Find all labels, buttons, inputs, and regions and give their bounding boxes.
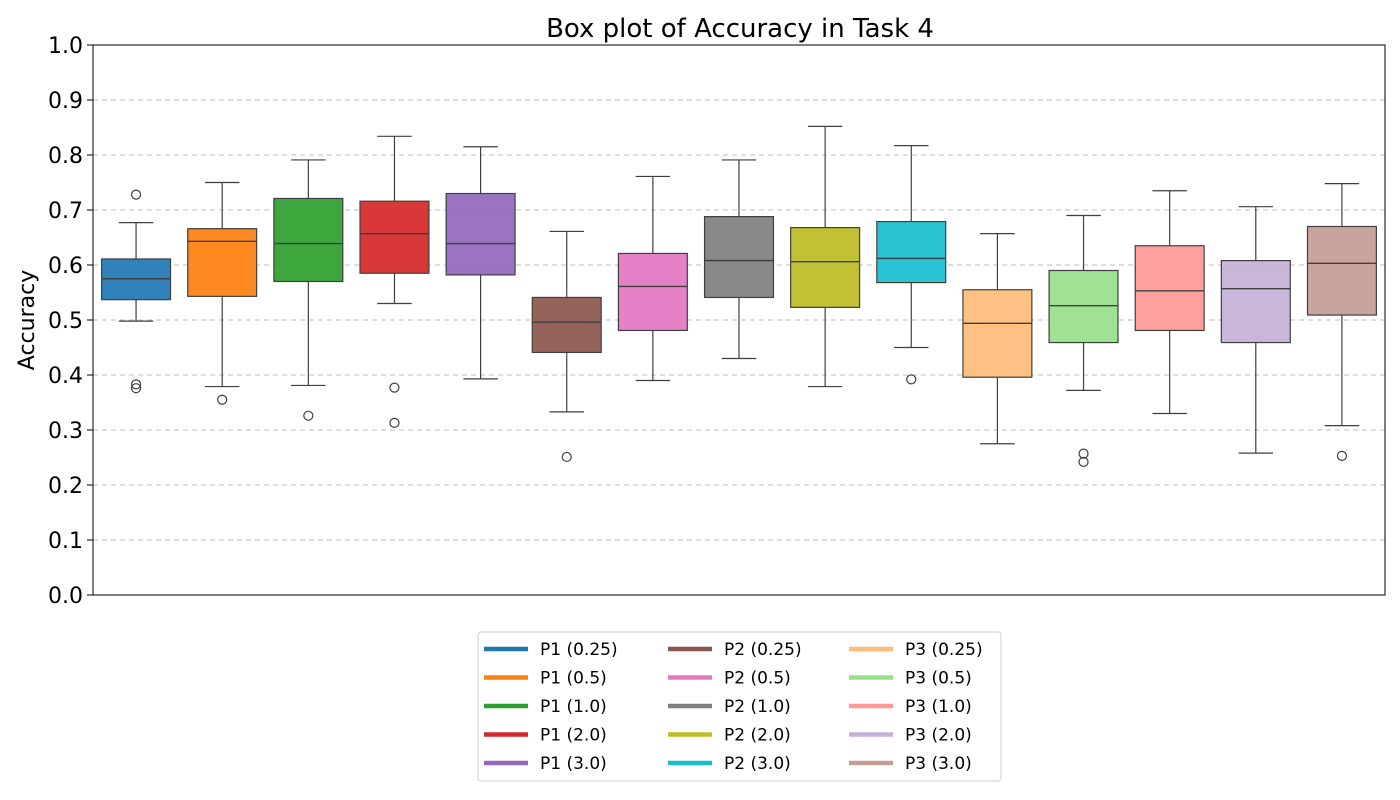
- legend-label: P3 (0.5): [905, 669, 972, 689]
- y-tick-label: 0.5: [48, 309, 83, 334]
- box-13: [1134, 190, 1205, 415]
- legend-label: P1 (2.0): [540, 726, 607, 746]
- box-8: [703, 159, 775, 360]
- box-10: [876, 145, 947, 385]
- box-iqr: [445, 192, 516, 276]
- box-iqr: [359, 200, 430, 274]
- outlier-point: [389, 417, 400, 428]
- legend-label: P1 (0.5): [540, 669, 607, 689]
- y-axis: 0.0 0.1 0.2 0.3 0.4 0.5 0.6 0.7 0.8 0.9 1.0: [48, 34, 93, 609]
- y-tick-label: 0.8: [48, 144, 83, 169]
- legend-label: P1 (3.0): [540, 754, 607, 774]
- outlier-point: [130, 189, 142, 200]
- box-6: [531, 230, 602, 463]
- box-iqr: [962, 289, 1033, 378]
- box-5: [445, 146, 516, 380]
- legend-label: P3 (1.0): [905, 697, 972, 717]
- legend-label: P3 (2.0): [905, 726, 972, 746]
- y-tick-label: 0.1: [48, 529, 83, 554]
- y-tick-label: 0.4: [48, 364, 83, 389]
- outlier-point: [906, 374, 917, 385]
- legend-item: P1 (0.5): [484, 669, 607, 689]
- box-iqr: [1048, 269, 1119, 344]
- legend-item: P2 (2.0): [668, 726, 791, 746]
- y-tick-label: 0.0: [48, 584, 83, 609]
- legend-frame: [477, 631, 1002, 782]
- outlier-point: [1336, 450, 1348, 461]
- box-iqr: [1306, 225, 1377, 316]
- legend-item: P1 (1.0): [484, 697, 607, 717]
- legend-label: P1 (1.0): [540, 697, 607, 717]
- legend-item: P2 (0.25): [668, 640, 802, 660]
- box-15: [1306, 183, 1377, 461]
- legend-label: P2 (3.0): [724, 754, 791, 774]
- legend-item: P1 (2.0): [484, 726, 607, 746]
- box-iqr: [703, 216, 775, 299]
- legend-item: P3 (2.0): [849, 726, 972, 746]
- box-7: [617, 175, 688, 382]
- legend-item: P3 (3.0): [849, 754, 972, 774]
- legend-item: P3 (0.5): [849, 669, 972, 689]
- box-1: [101, 189, 172, 394]
- y-tick-label: 0.6: [48, 254, 83, 279]
- legend-label: P2 (0.5): [724, 669, 791, 689]
- box-11: [962, 233, 1033, 445]
- box-iqr: [273, 197, 344, 283]
- y-axis-label: Accuracy: [15, 270, 40, 370]
- outlier-point: [130, 383, 142, 394]
- legend-label: P2 (0.25): [724, 640, 802, 660]
- y-tick-label: 0.2: [48, 474, 83, 499]
- legend-item: P2 (0.5): [668, 669, 791, 689]
- box-12: [1048, 214, 1119, 467]
- outlier-point: [303, 410, 314, 421]
- box-iqr: [617, 252, 688, 332]
- box-iqr: [1134, 245, 1205, 332]
- box-iqr: [187, 228, 258, 297]
- legend-items: P1 (0.25) P1 (0.5) P1 (1.0) P1 (2.0) P1 (3.0…: [484, 640, 983, 774]
- box-4: [359, 135, 430, 428]
- outlier-point: [130, 379, 142, 390]
- legend-item: P2 (3.0): [668, 754, 791, 774]
- legend-item: P2 (1.0): [668, 697, 791, 717]
- legend: P1 (0.25) P1 (0.5) P1 (1.0) P1 (2.0) P1 (3.0…: [477, 631, 1002, 782]
- box-iqr: [531, 296, 602, 354]
- box-14: [1220, 206, 1291, 454]
- box-3: [273, 159, 344, 421]
- legend-label: P2 (2.0): [724, 726, 791, 746]
- boxes: [101, 125, 1377, 467]
- legend-item: P3 (1.0): [849, 697, 972, 717]
- outlier-point: [1078, 448, 1089, 459]
- box-2: [187, 181, 258, 405]
- chart-title: Box plot of Accuracy in Task 4: [546, 14, 934, 44]
- box-iqr: [790, 227, 861, 308]
- legend-item: P3 (0.25): [849, 640, 983, 660]
- y-tick-label: 1.0: [48, 34, 83, 59]
- legend-item: P1 (3.0): [484, 754, 607, 774]
- legend-label: P3 (0.25): [905, 640, 983, 660]
- outlier-point: [561, 451, 572, 463]
- y-tick-label: 0.3: [48, 419, 83, 444]
- box-iqr: [1220, 260, 1291, 344]
- box-9: [790, 125, 861, 388]
- box-iqr: [876, 220, 947, 284]
- outlier-point: [217, 394, 228, 405]
- legend-label: P3 (3.0): [905, 754, 972, 774]
- legend-label: P2 (1.0): [724, 697, 791, 717]
- y-tick-label: 0.9: [48, 89, 83, 114]
- outlier-point: [1078, 456, 1089, 467]
- outlier-point: [389, 382, 400, 393]
- legend-item: P1 (0.25): [484, 640, 618, 660]
- legend-label: P1 (0.25): [540, 640, 618, 660]
- y-tick-label: 0.7: [48, 199, 83, 224]
